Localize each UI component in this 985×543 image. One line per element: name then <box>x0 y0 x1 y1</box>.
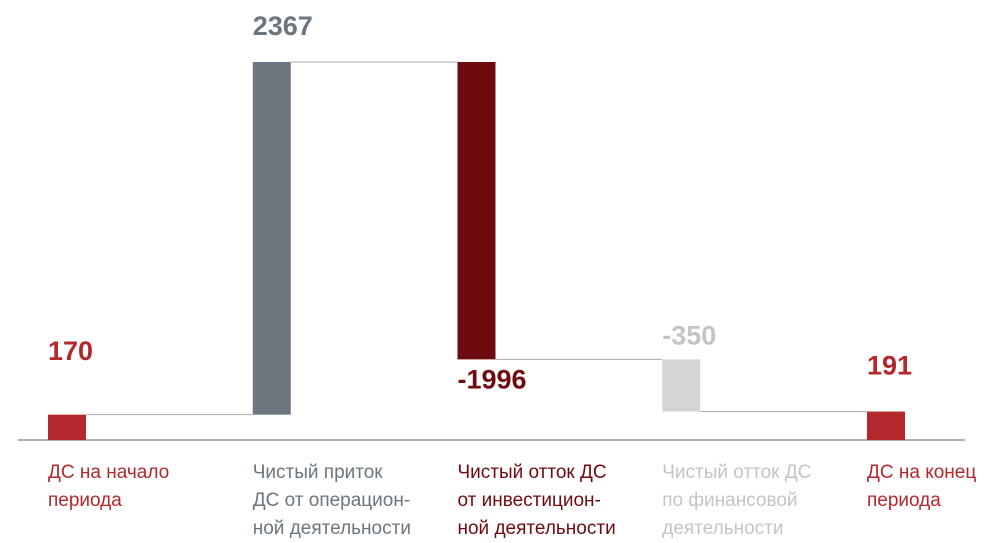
bar <box>457 62 496 360</box>
bar <box>662 359 701 412</box>
category-line: Чистый отток ДС <box>458 462 607 483</box>
category-line: периода <box>48 490 122 511</box>
category-label: Чистый отток ДС по финансовой деятельности <box>662 462 811 538</box>
category-line: периода <box>867 490 941 511</box>
category-line: ной деятельности <box>458 518 616 538</box>
bar <box>48 414 86 440</box>
value-label: -350 <box>662 321 716 351</box>
category-label: ДС на конец периода <box>867 462 976 511</box>
bar <box>867 411 905 440</box>
category-label: Чистый приток ДС от операцион-ной деятель… <box>253 462 411 538</box>
category-line: деятельности <box>662 518 783 538</box>
value-label: 2367 <box>253 11 313 41</box>
category-line: по финансовой <box>662 490 797 511</box>
category-line: Чистый отток ДС <box>662 462 811 483</box>
category-line: от инвестицион- <box>458 490 601 511</box>
category-line: ДС на конец <box>867 462 976 483</box>
category-label: ДС на начало периода <box>48 462 169 511</box>
category-line: ДС от операцион- <box>253 490 410 511</box>
category-line: ной деятельности <box>253 518 411 538</box>
category-line: Чистый приток <box>253 462 384 483</box>
value-label: -1996 <box>458 365 527 395</box>
value-label: 170 <box>48 336 93 366</box>
bar <box>252 62 291 415</box>
category-line: ДС на начало <box>48 462 169 483</box>
category-label: Чистый отток ДС от инвестицион-ной деятел… <box>458 462 616 538</box>
value-label: 191 <box>867 351 912 381</box>
